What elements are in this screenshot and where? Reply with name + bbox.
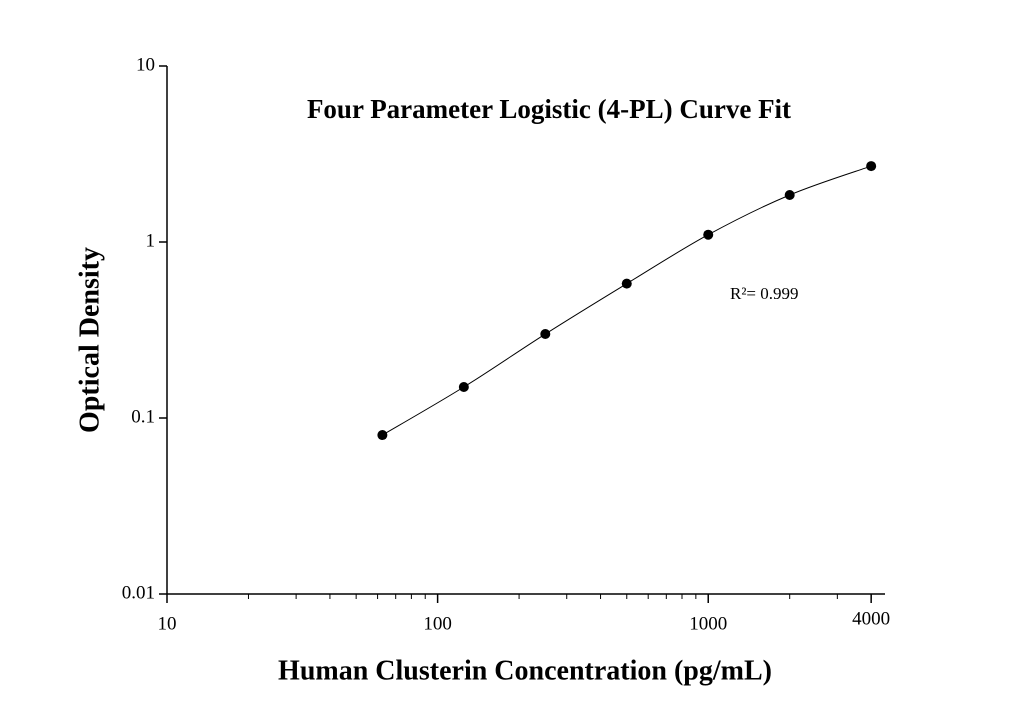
data-point [703,229,714,240]
x-tick-label: 10 [158,613,177,634]
data-point [866,161,877,172]
y-axis-label: Optical Density [74,247,105,433]
data-point [458,382,469,393]
y-tick-label: 0.1 [131,406,155,427]
y-tick-label: 10 [136,54,155,75]
data-point [621,278,632,289]
data-point [377,430,388,441]
data-point [784,189,795,200]
x-tick-label: 4000 [852,608,890,629]
x-axis-label: Human Clusterin Concentration (pg/mL) [278,655,772,686]
data-point [540,329,551,340]
x-tick-label: 100 [423,613,452,634]
y-tick-label: 0.01 [122,582,155,603]
x-tick-label: 1000 [689,613,727,634]
chart-title: Four Parameter Logistic (4-PL) Curve Fit [307,94,791,124]
y-tick-label: 1 [146,230,156,251]
annotation: R²= 0.999 [730,284,799,303]
